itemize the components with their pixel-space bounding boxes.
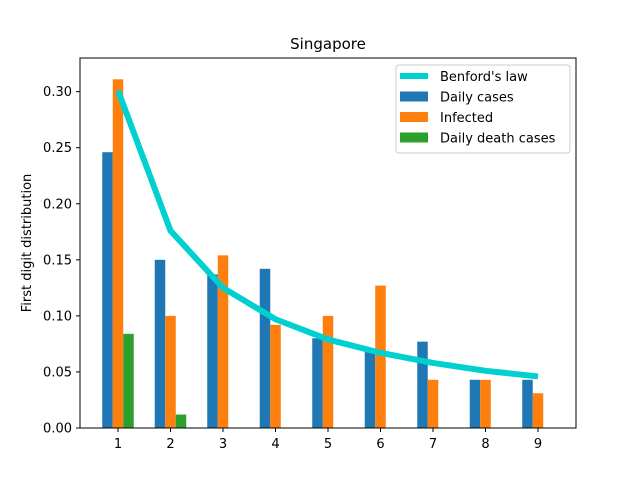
series-line-benfords-law: [115, 89, 539, 380]
x-tick-label-1: 1: [114, 437, 122, 452]
bar-daily-cases-3: [207, 274, 218, 428]
legend-swatch-daily-cases: [400, 91, 428, 102]
legend-label-infected: Infected: [440, 111, 493, 126]
bar-daily-cases-6: [364, 348, 376, 428]
legend-label-daily-cases: Daily cases: [440, 91, 514, 106]
y-tick-label-0.15: 0.15: [43, 253, 72, 268]
bar-infected-3: [217, 255, 229, 428]
y-tick-label-0.30: 0.30: [43, 85, 72, 100]
y-tick-label-0.05: 0.05: [43, 365, 72, 380]
bar-infected-6: [375, 285, 386, 428]
legend-box: [395, 64, 571, 154]
y-tick-label-0.10: 0.10: [43, 309, 72, 324]
y-tick-label-0.00: 0.00: [43, 422, 72, 437]
bar-daily-death-cases-1: [123, 333, 134, 428]
bar-daily-cases-7: [417, 341, 428, 428]
y-tick-label-0.20: 0.20: [43, 197, 72, 212]
bar-infected-8: [480, 379, 491, 428]
plot-area: 1 2 3 4 5 6 7 8 9 0.00 0.05 0.10 0.15 0.20 0.25 0.30: [43, 57, 577, 452]
legend-swatch-daily-death-cases: [400, 132, 428, 143]
bar-daily-cases-8: [469, 379, 481, 428]
bar-infected-7: [427, 379, 439, 428]
bar-daily-death-cases-2: [175, 414, 187, 428]
bar-infected-9: [532, 393, 544, 428]
bar-daily-cases-4: [259, 268, 271, 428]
y-axis-label: First digit distribution: [20, 174, 35, 313]
bar-infected-1: [112, 79, 124, 428]
x-tick-label-3: 3: [219, 437, 227, 452]
legend: Benford's law Daily cases Infected Daily de…: [395, 64, 571, 154]
x-tick-label-5: 5: [324, 437, 332, 452]
bar-daily-cases-1: [102, 152, 113, 428]
bar-infected-4: [270, 324, 281, 428]
bar-daily-cases-2: [154, 259, 166, 428]
chart-title: Singapore: [290, 35, 366, 53]
x-tick-label-2: 2: [166, 437, 174, 452]
bar-daily-cases-5: [312, 338, 323, 428]
x-tick-label-4: 4: [271, 437, 279, 452]
x-tick-label-9: 9: [534, 437, 542, 452]
legend-swatch-infected: [400, 112, 428, 122]
legend-label-daily-death-cases: Daily death cases: [440, 132, 556, 147]
x-tick-label-7: 7: [429, 437, 437, 452]
bar-infected-5: [322, 315, 334, 428]
y-tick-label-0.25: 0.25: [43, 141, 72, 156]
legend-label-benford-s-law: Benford's law: [440, 70, 528, 85]
bar-daily-cases-9: [522, 379, 533, 428]
x-tick-label-8: 8: [481, 437, 489, 452]
x-tick-label-6: 6: [376, 437, 384, 452]
bar-infected-2: [165, 315, 176, 428]
